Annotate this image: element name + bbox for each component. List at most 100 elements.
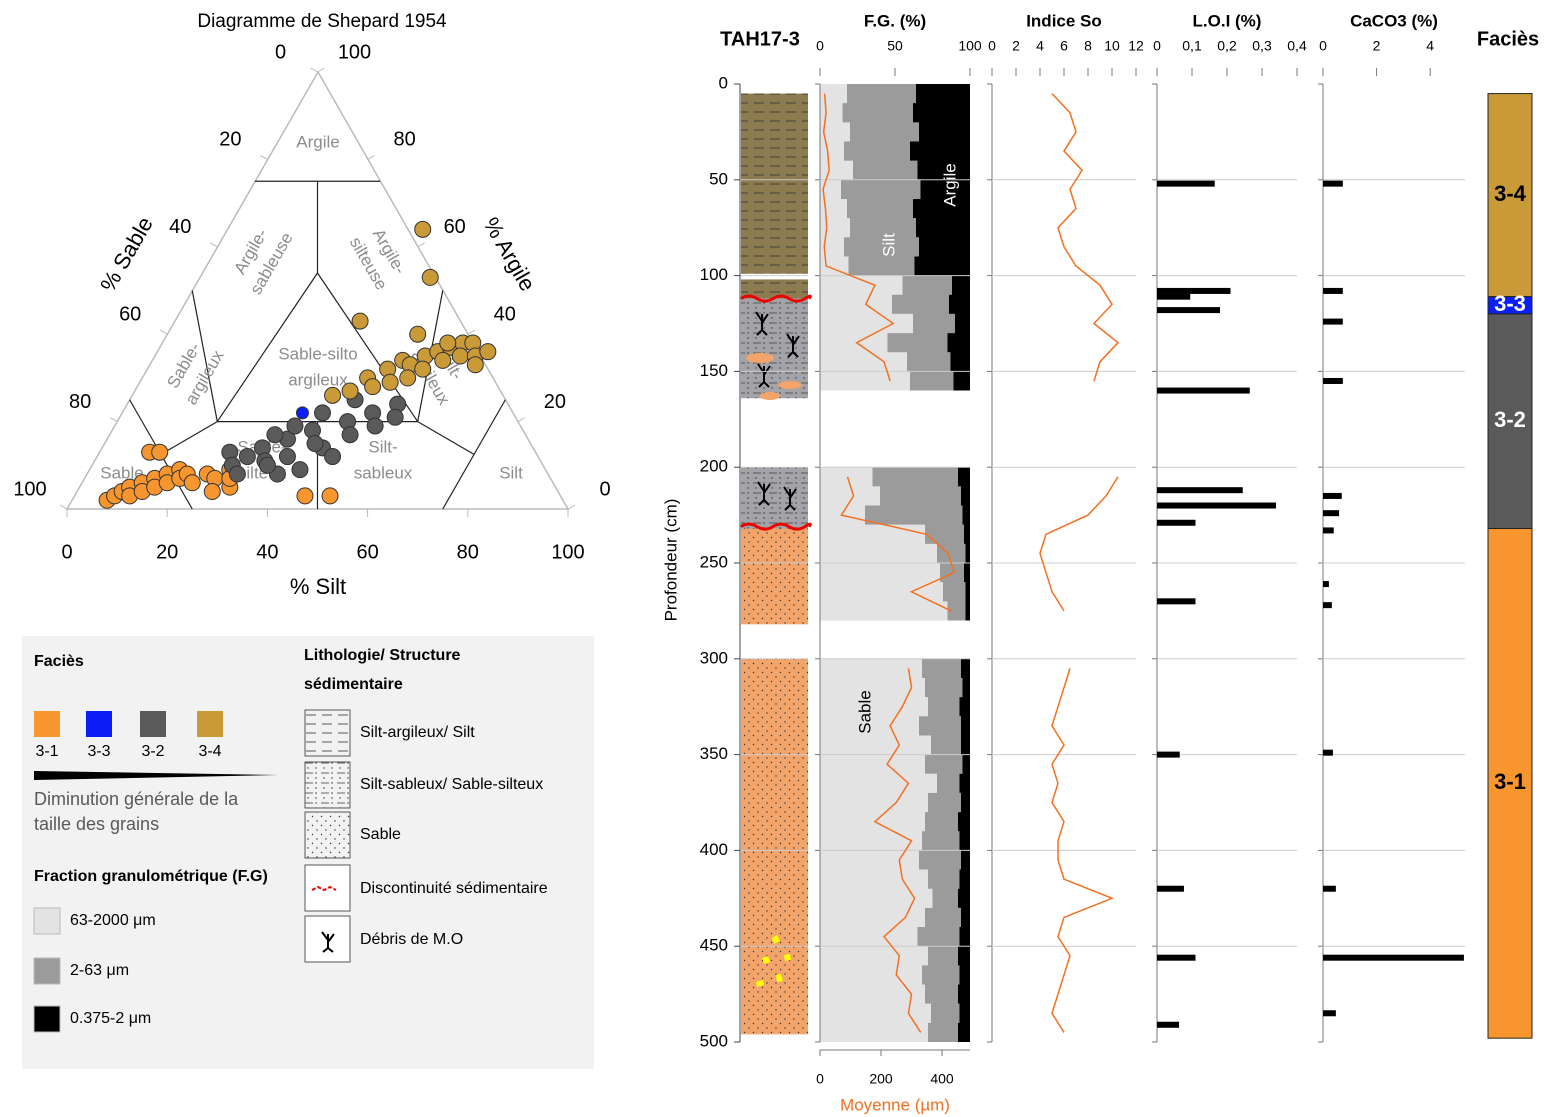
line: [1039, 93, 1120, 1033]
y-tick-label: 250: [700, 552, 728, 571]
point: [479, 343, 497, 361]
point: [151, 443, 169, 461]
sand-lens: [760, 392, 780, 400]
point: [421, 268, 439, 286]
y-tick-label: 150: [700, 361, 728, 380]
tick-label: 20: [219, 129, 241, 151]
x2-tick-label: 200: [869, 1071, 893, 1087]
legend-swatch-icon: [321, 931, 335, 953]
tick-label: 100: [13, 478, 46, 500]
x-tick-label: 12: [1128, 38, 1144, 54]
core-log: TAH17-3 Profondeur (cm) 0501001502002503…: [661, 11, 1539, 1114]
point: [314, 404, 332, 422]
bar: [1157, 307, 1220, 314]
tick-label: 0: [61, 541, 72, 563]
bar: [1157, 885, 1184, 892]
tick-label: 0: [275, 41, 286, 63]
y-tick-label: 0: [719, 73, 728, 92]
legend-note: Diminution générale de la: [34, 789, 239, 809]
tick-label: 60: [444, 216, 466, 238]
x-tick-label: 2: [1012, 38, 1020, 54]
x-tick-label: 2: [1373, 38, 1381, 54]
region-label: Argile: [296, 132, 339, 151]
discontinuity: [740, 522, 812, 531]
x-tick-label: 6: [1060, 38, 1068, 54]
legend-swatch: [304, 864, 351, 912]
bar: [1323, 377, 1343, 384]
panel-title: CaCO3 (%): [1350, 11, 1438, 30]
tick: [467, 329, 476, 335]
region-boundary: [417, 421, 475, 455]
bar: [1323, 1010, 1336, 1017]
area: [910, 84, 970, 1042]
tick: [260, 154, 268, 160]
legend-label: Silt-argileux/ Silt: [360, 724, 475, 741]
point: [324, 448, 342, 466]
tick: [109, 417, 118, 423]
point: [291, 461, 309, 479]
bar: [1323, 287, 1343, 294]
point: [399, 369, 417, 387]
x-tick-label: 0,1: [1182, 38, 1202, 54]
point: [341, 382, 359, 400]
facies-label: 3-1: [1494, 769, 1526, 794]
point: [386, 408, 404, 426]
lithology-pattern: [741, 279, 808, 299]
region-label: Silt: [499, 463, 523, 482]
tick: [567, 504, 576, 510]
x-tick-label: 4: [1036, 38, 1044, 54]
x-tick-label: 50: [887, 38, 903, 54]
panel-title: Faciès: [1477, 28, 1539, 50]
bar: [1323, 954, 1464, 961]
legend-title: Fraction granulométrique (F.G): [34, 868, 268, 885]
x-tick-label: 0,3: [1252, 38, 1272, 54]
x-tick-label: 100: [958, 38, 982, 54]
lithology-pattern: [741, 298, 808, 399]
facies-label: 3-2: [1494, 407, 1526, 432]
tick: [317, 67, 325, 73]
point: [324, 386, 342, 404]
legend-swatch: [304, 811, 351, 859]
discontinuity: [740, 294, 812, 303]
depth-axis-label: Profondeur (cm): [661, 499, 680, 622]
point: [364, 378, 382, 396]
panel-title: Indice So: [1026, 11, 1102, 30]
tick: [517, 417, 526, 423]
facies-segment: [1487, 528, 1533, 1039]
point: [238, 448, 256, 466]
y-tick-label: 300: [700, 648, 728, 667]
legend-swatch: [140, 711, 166, 737]
x-tick-label: 0,2: [1217, 38, 1237, 54]
debris-icon: [755, 311, 769, 336]
y-tick-label: 500: [700, 1031, 728, 1050]
y-tick-label: 100: [700, 265, 728, 284]
bar: [1323, 602, 1332, 609]
mean-line: [822, 93, 956, 1033]
point: [351, 312, 369, 330]
panel-title: F.G. (%): [864, 11, 926, 30]
y-tick-label: 50: [709, 169, 728, 188]
point: [409, 325, 427, 343]
point: [228, 465, 246, 483]
lithology-pattern: [741, 93, 808, 274]
legend-swatch: [197, 711, 223, 737]
legend-swatch: [33, 957, 61, 985]
legend-label: Discontinuité sédimentaire: [360, 880, 548, 897]
x2-tick-label: 400: [930, 1071, 954, 1087]
x2-axis-label: Moyenne (µm): [840, 1095, 950, 1114]
tick-label: 40: [169, 216, 191, 238]
x-tick-label: 0: [816, 38, 824, 54]
sable-axis-label: % Sable: [95, 212, 158, 295]
lithology-pattern: [741, 528, 808, 625]
sand-lens: [778, 381, 802, 389]
point: [439, 334, 457, 352]
legend-label: 0.375-2 μm: [70, 1010, 151, 1027]
tick: [310, 67, 318, 73]
x-tick-label: 0,4: [1287, 38, 1307, 54]
bar: [1157, 598, 1196, 605]
point: [366, 417, 384, 435]
point: [286, 417, 304, 435]
bar: [1157, 487, 1243, 494]
bar: [1157, 502, 1276, 509]
